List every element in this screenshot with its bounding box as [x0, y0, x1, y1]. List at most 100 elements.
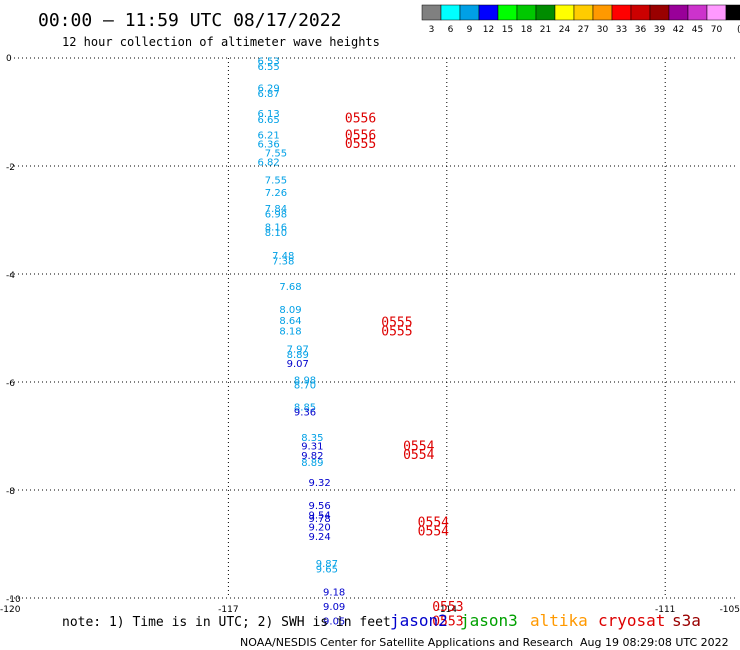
- y-tick-label: -2: [6, 163, 15, 173]
- wave-height-label: 6.82: [258, 158, 280, 169]
- wave-height-label: 9.87: [316, 559, 338, 570]
- wave-height-label: 8.18: [279, 327, 301, 338]
- wave-height-label: 9.54: [308, 510, 330, 521]
- wave-height-label: 9.56: [308, 501, 330, 512]
- footer-credit: NOAA/NESDIS Center for Satellite Applica…: [240, 636, 573, 649]
- pass-time-label: 0554: [418, 525, 449, 540]
- wave-height-label: 9.32: [308, 478, 330, 489]
- footer-note: note: 1) Time is in UTC; 2) SWH is in fe…: [62, 615, 391, 630]
- wave-height-label: 7.55: [265, 176, 287, 187]
- legend-label: 36: [635, 25, 647, 35]
- legend-label: 12: [483, 25, 494, 35]
- y-tick-label: -8: [6, 487, 15, 497]
- footer-timestamp: Aug 19 08:29:08 UTC 2022: [580, 636, 729, 649]
- legend-swatch: [516, 4, 537, 21]
- legend-swatch: [630, 4, 651, 21]
- wave-height-label: 7.97: [287, 345, 309, 356]
- wave-height-label: 7.48: [272, 251, 294, 262]
- x-tick-label: -111: [655, 605, 675, 615]
- wave-height-label: 6.87: [258, 89, 280, 100]
- wave-height-label: 7.38: [272, 257, 294, 268]
- pass-time-label: 0556: [345, 111, 376, 126]
- x-tick-label: -105: [720, 605, 740, 615]
- wave-height-label: 8.09: [279, 305, 301, 316]
- legend-swatch: [725, 4, 740, 21]
- pass-time-label: 0555: [381, 316, 412, 331]
- wave-height-label: 9.18: [323, 588, 345, 599]
- legend-label: 6: [448, 25, 454, 35]
- legend-swatch: [554, 4, 575, 21]
- pass-time-label: 0554: [403, 448, 434, 463]
- chart-title: 00:00 – 11:59 UTC 08/17/2022: [38, 10, 341, 31]
- y-tick-label: -4: [6, 271, 15, 281]
- pass-time-label: 0553: [432, 600, 463, 615]
- wave-height-label: 8.89: [287, 350, 309, 361]
- wave-height-label: 6.36: [258, 139, 280, 150]
- wave-height-label: 6.53: [258, 57, 280, 68]
- wave-height-label: 6.55: [258, 62, 280, 73]
- wave-height-label: 9.05: [323, 617, 345, 628]
- wave-height-label: 9.07: [287, 359, 309, 370]
- legend-label: 21: [540, 25, 551, 35]
- pass-time-label: 0553: [432, 615, 463, 630]
- wave-height-label: 7.26: [265, 188, 287, 199]
- y-tick-label: -10: [6, 595, 21, 605]
- wave-height-label: 8.85: [294, 402, 316, 413]
- satellite-legend: jason2 jason3 altika cryosat s3a: [390, 611, 701, 630]
- legend-label: 42: [673, 25, 684, 35]
- wave-height-label: 9.31: [301, 442, 323, 453]
- legend-label: 33: [616, 25, 627, 35]
- wave-height-label: 6.65: [258, 115, 280, 126]
- pass-time-label: 0555: [345, 137, 376, 152]
- legend-label: 30: [597, 25, 609, 35]
- wave-height-label: 8.70: [294, 381, 316, 392]
- wave-height-label: 7.84: [265, 204, 287, 215]
- legend-label: 45: [692, 25, 703, 35]
- legend-swatch: [440, 4, 461, 21]
- wave-height-label: 8.98: [294, 375, 316, 386]
- legend-swatch: [478, 4, 499, 21]
- satellite-name: jason3: [460, 611, 518, 630]
- legend-label: 3: [429, 25, 435, 35]
- chart-subtitle: 12 hour collection of altimeter wave hei…: [62, 35, 380, 49]
- satellite-name: cryosat: [598, 611, 665, 630]
- pass-time-label: 0554: [418, 515, 449, 530]
- legend-label: 9: [467, 25, 473, 35]
- x-tick-label: -117: [218, 605, 238, 615]
- x-tick-label: -114: [437, 605, 458, 615]
- wave-height-label: 6.13: [258, 109, 280, 120]
- wave-height-label: 8.16: [265, 222, 287, 233]
- wave-height-label: 9.09: [323, 602, 345, 613]
- wave-height-label: 9.78: [308, 514, 330, 525]
- wave-height-label: 6.98: [265, 210, 287, 221]
- legend-swatch: [535, 4, 556, 21]
- wave-height-label: 9.36: [294, 408, 316, 419]
- wave-height-label: 8.64: [279, 316, 301, 327]
- y-tick-label: 0: [6, 54, 12, 64]
- wave-height-label: 6.21: [258, 131, 280, 142]
- legend-label: 27: [578, 25, 589, 35]
- legend-swatch: [592, 4, 613, 21]
- wave-height-label: 6.29: [258, 84, 280, 95]
- wave-height-label: 7.55: [265, 149, 287, 160]
- satellite-name: s3a: [672, 611, 701, 630]
- legend-swatch: [649, 4, 670, 21]
- pass-time-label: 0556: [345, 129, 376, 144]
- legend-swatch: [611, 4, 632, 21]
- grid-lines: [10, 57, 738, 599]
- wave-height-label: 8.89: [301, 458, 323, 469]
- legend-swatch: [687, 4, 708, 21]
- satellite-name: jason2: [390, 611, 448, 630]
- legend-swatch: [706, 4, 727, 21]
- legend-label: 70: [711, 25, 723, 35]
- y-tick-label: -6: [6, 379, 15, 389]
- x-tick-label: -120: [0, 605, 21, 615]
- legend-unit: (ft): [737, 25, 740, 35]
- pass-time-labels: 0556055605550555055505540554055405540553…: [345, 111, 464, 630]
- wave-height-label: 8.10: [265, 228, 287, 239]
- legend-swatch: [497, 4, 518, 21]
- satellite-name: altika: [530, 611, 588, 630]
- legend-label: 18: [521, 25, 533, 35]
